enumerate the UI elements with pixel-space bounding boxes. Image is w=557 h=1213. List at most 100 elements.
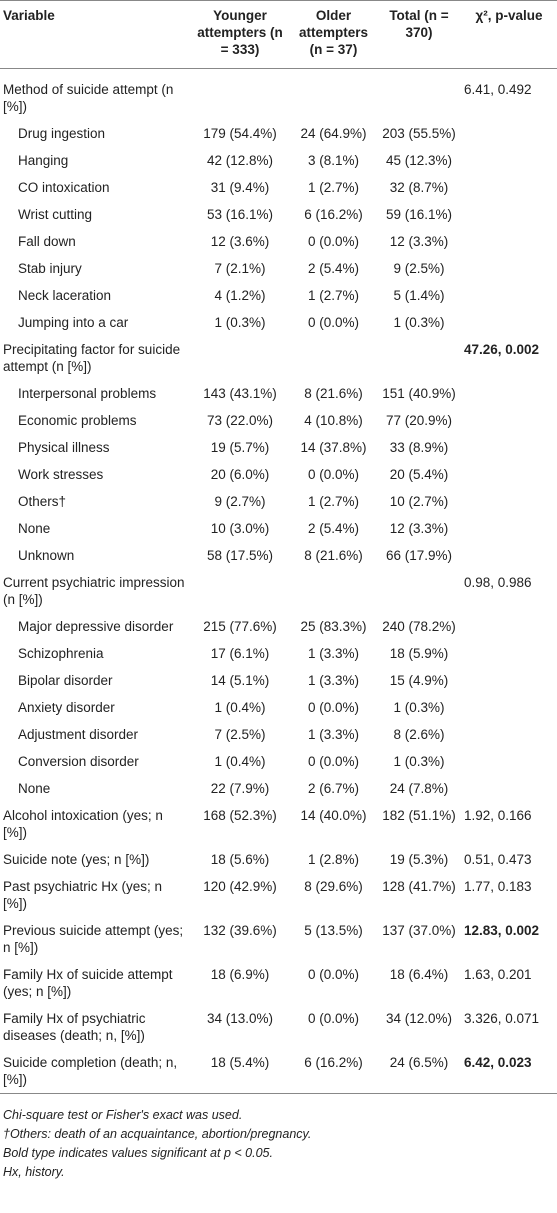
row-label: Others† — [18, 494, 67, 509]
cell-value: 0 (0.0%) — [307, 1011, 360, 1026]
row-label: Method of suicide attempt (n [%]) — [3, 82, 174, 114]
table-row: Past psychiatric Hx (yes; n [%]) 120 (42.… — [0, 873, 557, 917]
footnote: Hx, history. — [3, 1165, 65, 1179]
data-table: Variable Younger attempters (n = 333) Olde… — [0, 0, 557, 1094]
cell-value: 1 (0.3%) — [393, 754, 445, 769]
cell-value: 12 (3.3%) — [389, 521, 449, 536]
empty-cell — [461, 748, 557, 775]
cell-value: 1 (3.3%) — [307, 673, 360, 688]
stat-value: 1.63, 0.201 — [464, 967, 532, 982]
table-row: Suicide completion (death; n, [%]) 18 (5.… — [0, 1049, 557, 1094]
cell-value: 0 (0.0%) — [307, 315, 360, 330]
stat-value: 6.41, 0.492 — [464, 82, 532, 97]
empty-cell — [461, 434, 557, 461]
cell-value: 25 (83.3%) — [300, 619, 367, 634]
cell-value: 3 (8.1%) — [307, 153, 360, 168]
table-row: Wrist cutting 53 (16.1%) 6 (16.2%) 59 (16.1… — [0, 201, 557, 228]
cell-value: 1 (2.8%) — [307, 852, 360, 867]
cell-value: 58 (17.5%) — [206, 548, 274, 563]
empty-cell — [290, 569, 377, 613]
row-label: Family Hx of suicide attempt (yes; n [%]… — [3, 967, 173, 999]
cell-value: 22 (7.9%) — [210, 781, 270, 796]
table-row: None 10 (3.0%) 2 (5.4%) 12 (3.3%) — [0, 515, 557, 542]
cell-value: 7 (2.1%) — [214, 261, 266, 276]
empty-cell — [461, 721, 557, 748]
stat-value: 12.83, 0.002 — [464, 923, 540, 938]
row-label: Economic problems — [18, 413, 137, 428]
cell-value: 17 (6.1%) — [210, 646, 270, 661]
row-label: Suicide note (yes; n [%]) — [3, 852, 150, 867]
empty-cell — [461, 613, 557, 640]
cell-value: 77 (20.9%) — [385, 413, 453, 428]
empty-cell — [190, 569, 290, 613]
row-label: Hanging — [18, 153, 69, 168]
cell-value: 14 (5.1%) — [210, 673, 270, 688]
cell-value: 8 (2.6%) — [393, 727, 445, 742]
footnote: †Others: death of an acquaintance, abort… — [3, 1127, 312, 1141]
empty-cell — [461, 255, 557, 282]
cell-value: 182 (51.1%) — [382, 808, 456, 823]
cell-value: 1 (3.3%) — [307, 646, 360, 661]
table-row: Previous suicide attempt (yes; n [%]) 132… — [0, 917, 557, 961]
cell-value: 168 (52.3%) — [203, 808, 277, 823]
cell-value: 24 (6.5%) — [389, 1055, 449, 1070]
empty-cell — [461, 542, 557, 569]
cell-value: 1 (3.3%) — [307, 727, 360, 742]
cell-value: 0 (0.0%) — [307, 754, 360, 769]
cell-value: 128 (41.7%) — [382, 879, 456, 894]
cell-value: 2 (5.4%) — [307, 261, 360, 276]
cell-value: 8 (29.6%) — [304, 879, 363, 894]
cell-value: 1 (0.3%) — [393, 700, 445, 715]
cell-value: 9 (2.5%) — [393, 261, 445, 276]
cell-value: 143 (43.1%) — [203, 386, 277, 401]
empty-cell — [377, 569, 461, 613]
cell-value: 6 (16.2%) — [304, 207, 363, 222]
cell-value: 5 (1.4%) — [393, 288, 445, 303]
row-label: Schizophrenia — [18, 646, 104, 661]
table-row: Others† 9 (2.7%) 1 (2.7%) 10 (2.7%) — [0, 488, 557, 515]
cell-value: 18 (6.4%) — [389, 967, 449, 982]
table-row: Work stresses 20 (6.0%) 0 (0.0%) 20 (5.4%) — [0, 461, 557, 488]
column-header: χ², p-value — [461, 0, 557, 69]
cell-value: 151 (40.9%) — [382, 386, 456, 401]
cell-value: 0 (0.0%) — [307, 467, 360, 482]
empty-cell — [461, 201, 557, 228]
cell-value: 2 (6.7%) — [307, 781, 360, 796]
cell-value: 24 (7.8%) — [389, 781, 449, 796]
table-row: None 22 (7.9%) 2 (6.7%) 24 (7.8%) — [0, 775, 557, 802]
cell-value: 9 (2.7%) — [214, 494, 266, 509]
cell-value: 18 (6.9%) — [210, 967, 270, 982]
cell-value: 4 (10.8%) — [304, 413, 363, 428]
table-row: Family Hx of psychiatric diseases (death… — [0, 1005, 557, 1049]
cell-value: 24 (64.9%) — [300, 126, 367, 141]
row-label: Work stresses — [18, 467, 104, 482]
empty-cell — [290, 69, 377, 121]
cell-value: 1 (2.7%) — [307, 288, 360, 303]
cell-value: 12 (3.3%) — [389, 234, 449, 249]
empty-cell — [461, 228, 557, 255]
cell-value: 1 (2.7%) — [307, 180, 360, 195]
table-row: Suicide note (yes; n [%]) 18 (5.6%) 1 (2.8… — [0, 846, 557, 873]
cell-value: 203 (55.5%) — [382, 126, 456, 141]
stat-value: 1.92, 0.166 — [464, 808, 532, 823]
row-label: Bipolar disorder — [18, 673, 113, 688]
cell-value: 19 (5.3%) — [389, 852, 449, 867]
cell-value: 14 (40.0%) — [300, 808, 367, 823]
cell-value: 137 (37.0%) — [382, 923, 456, 938]
empty-cell — [461, 515, 557, 542]
cell-value: 215 (77.6%) — [203, 619, 277, 634]
cell-value: 19 (5.7%) — [210, 440, 270, 455]
table-row: Physical illness 19 (5.7%) 14 (37.8%) 33 (8… — [0, 434, 557, 461]
table-row: Major depressive disorder 215 (77.6%) 25 (… — [0, 613, 557, 640]
empty-cell — [377, 69, 461, 121]
cell-value: 8 (21.6%) — [304, 386, 363, 401]
empty-cell — [461, 380, 557, 407]
row-label: Alcohol intoxication (yes; n [%]) — [3, 808, 163, 840]
row-label: Anxiety disorder — [18, 700, 115, 715]
cell-value: 32 (8.7%) — [389, 180, 449, 195]
table-row: Economic problems 73 (22.0%) 4 (10.8%) 77 (… — [0, 407, 557, 434]
cell-value: 6 (16.2%) — [304, 1055, 363, 1070]
cell-value: 73 (22.0%) — [206, 413, 274, 428]
cell-value: 179 (54.4%) — [203, 126, 277, 141]
